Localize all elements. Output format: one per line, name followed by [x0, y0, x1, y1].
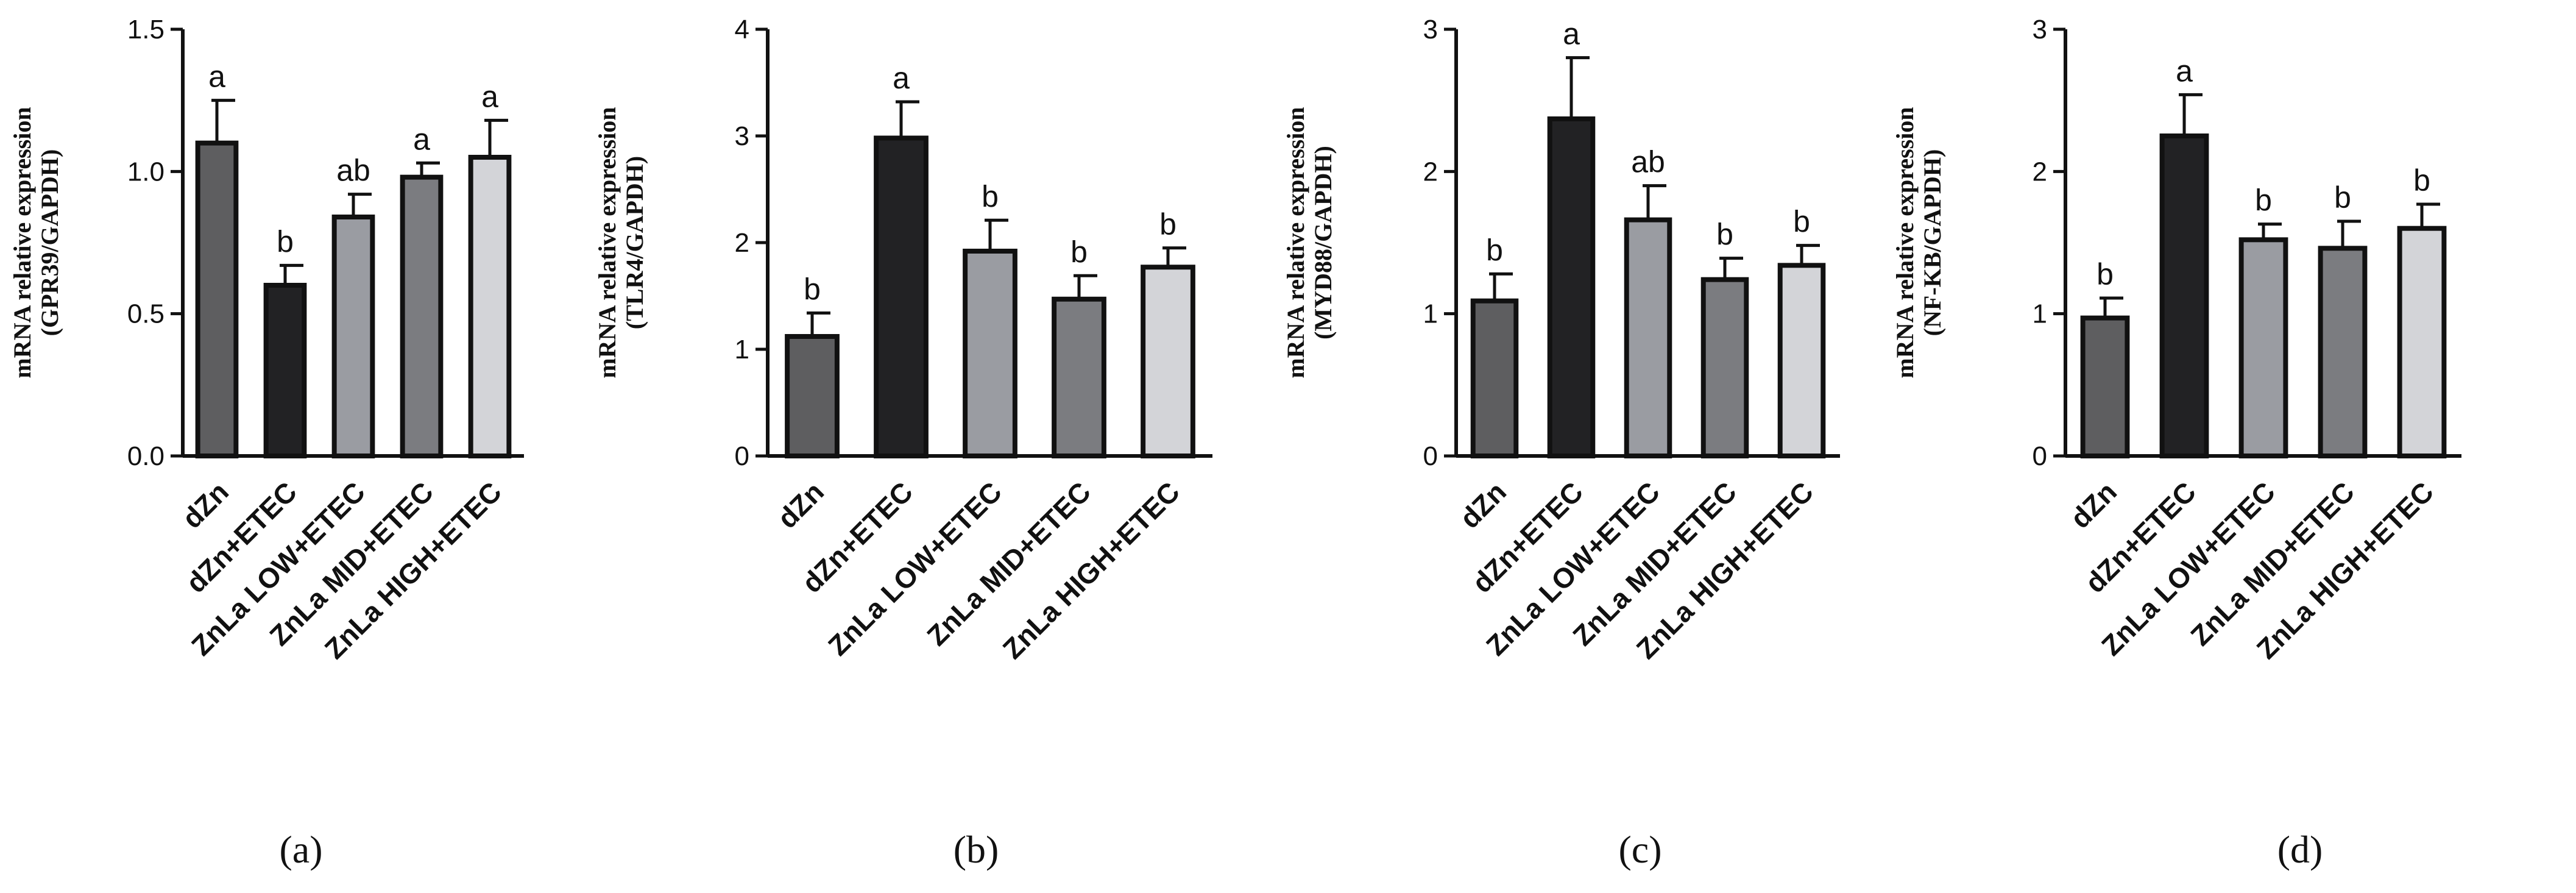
y-axis-title-sub: (TLR4/GAPDH) — [621, 156, 648, 329]
significance-label: ab — [336, 154, 370, 188]
significance-label: b — [2097, 257, 2114, 291]
bar — [1777, 263, 1826, 458]
y-tick-label: 2 — [735, 228, 749, 258]
y-axis-title-sub: (GPR39/GAPDH) — [36, 149, 63, 336]
x-category-label: dZn — [1454, 475, 1512, 534]
y-tick-label: 3 — [1423, 15, 1438, 44]
bar — [874, 135, 929, 458]
y-tick-label: 1.5 — [127, 15, 165, 44]
significance-label: a — [893, 61, 910, 95]
chart-panel-b: 0 1 2 3 4 mRNA relative expression (TLR4/GAPDH… — [593, 15, 1212, 871]
significance-label: b — [2334, 180, 2351, 215]
significance-label: a — [481, 79, 498, 113]
y-tick-label: 0.5 — [127, 299, 165, 329]
x-category-label: ZnLa MID+ETEC — [921, 475, 1097, 652]
significance-label: a — [1563, 17, 1580, 51]
bar — [263, 283, 307, 458]
bar — [1141, 265, 1195, 458]
bar — [1624, 217, 1672, 458]
significance-label: a — [208, 60, 225, 94]
chart-panel-d: 0 1 2 3 mRNA relative expression (NF-KB/GAPDH… — [1891, 15, 2461, 871]
y-tick-label: 1.0 — [127, 157, 165, 187]
bar — [2397, 226, 2447, 458]
bar — [468, 155, 512, 458]
y-tick-label: 0.0 — [127, 441, 165, 471]
significance-label: b — [1070, 235, 1088, 269]
y-tick-label: 0 — [735, 441, 749, 471]
y-tick-label: 3 — [735, 121, 749, 151]
y-axis-title-sub: (NF-KB/GAPDH) — [1919, 149, 1946, 336]
panel-caption: (a) — [279, 828, 322, 871]
y-axis-title-sub: (MYD88/GAPDH) — [1309, 146, 1337, 340]
bar — [1700, 277, 1749, 458]
y-tick-label: 2 — [1423, 157, 1438, 187]
x-category-label: ZnLa HIGH+ETEC — [996, 475, 1186, 665]
significance-label: b — [1486, 233, 1503, 267]
bar — [195, 140, 239, 458]
significance-label: b — [982, 179, 999, 213]
significance-label: b — [1793, 205, 1810, 239]
panel-caption: (d) — [2277, 828, 2323, 871]
bar — [1052, 296, 1106, 458]
significance-label: b — [1159, 207, 1177, 241]
y-tick-label: 1 — [2033, 299, 2047, 329]
bar — [2238, 237, 2288, 458]
significance-label: a — [2176, 54, 2193, 88]
y-tick-label: 3 — [2033, 15, 2047, 44]
y-axis-title: mRNA relative expression — [1282, 107, 1309, 378]
significance-label: b — [277, 224, 294, 258]
bar — [785, 334, 840, 458]
significance-label: a — [413, 122, 430, 156]
y-axis-title: mRNA relative expression — [593, 107, 621, 378]
panel-caption: (b) — [954, 828, 999, 871]
y-axis-title: mRNA relative expression — [1891, 107, 1919, 378]
y-tick-label: 2 — [2033, 157, 2047, 187]
y-tick-label: 0 — [1423, 441, 1438, 471]
y-tick-label: 1 — [735, 335, 749, 365]
bar — [1470, 298, 1519, 458]
panel-caption: (c) — [1618, 828, 1661, 871]
chart-panel-a: 0.0 0.5 1.0 1.5 mRNA relative expression (GPR… — [9, 15, 524, 871]
significance-label: b — [2255, 183, 2272, 218]
bar — [1547, 116, 1596, 458]
x-category-label: ZnLa LOW+ETEC — [822, 475, 1008, 661]
bar — [2080, 315, 2130, 459]
chart-panel-c: 0 1 2 3 mRNA relative expression (MYD88/GAPDH… — [1282, 15, 1840, 871]
bar — [2318, 246, 2368, 458]
x-category-label: dZn — [771, 475, 830, 534]
y-tick-label: 0 — [2033, 441, 2047, 471]
x-category-label: dZn — [176, 475, 235, 534]
bar — [2159, 133, 2209, 458]
x-category-label: dZn — [2064, 475, 2123, 534]
bar — [331, 215, 375, 458]
significance-label: b — [804, 272, 821, 307]
y-tick-label: 4 — [735, 15, 749, 44]
significance-label: b — [2413, 163, 2430, 197]
y-tick-label: 1 — [1423, 299, 1438, 329]
y-axis-title: mRNA relative expression — [9, 107, 36, 378]
significance-label: b — [1716, 218, 1733, 252]
bar — [963, 249, 1017, 458]
bar — [400, 174, 444, 458]
significance-label: ab — [1631, 145, 1665, 179]
